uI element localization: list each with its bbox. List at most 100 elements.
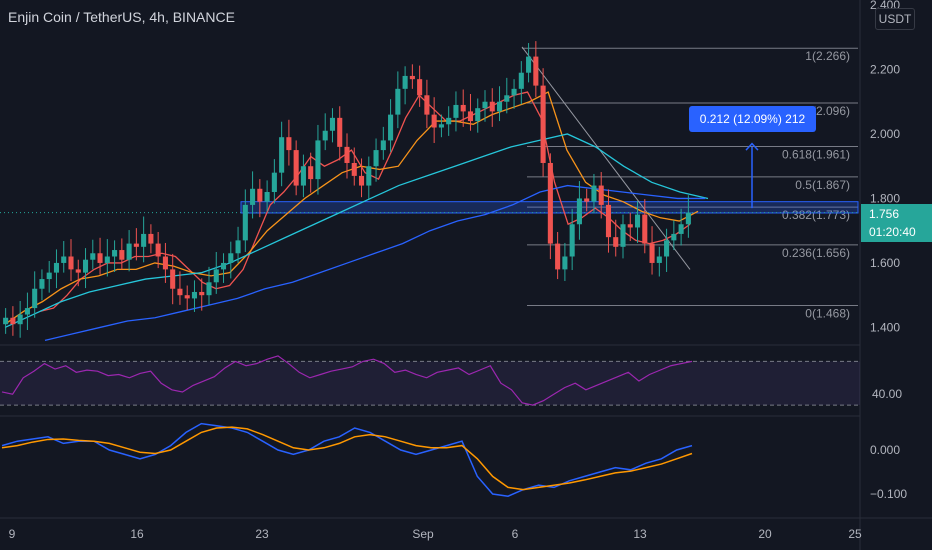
time-tick-label: 25 xyxy=(848,527,862,541)
price-tick-label: 1.600 xyxy=(870,256,900,270)
candlesticks xyxy=(3,41,691,338)
candle-body xyxy=(300,166,306,186)
candle-body xyxy=(279,137,285,173)
candle-body xyxy=(453,104,459,118)
moving-averages xyxy=(4,91,709,341)
price-axis-bg xyxy=(860,0,932,550)
candle-body xyxy=(250,188,256,205)
candle-body xyxy=(104,256,110,263)
rsi-pane xyxy=(0,355,860,406)
chart-title: Enjin Coin / TetherUS, 4h, BINANCE xyxy=(8,9,235,25)
candle-body xyxy=(119,250,125,260)
candle-body xyxy=(39,279,45,289)
candle-body xyxy=(482,101,488,109)
candle-body xyxy=(373,150,379,167)
candle-body xyxy=(133,243,139,247)
trend-line xyxy=(521,46,691,270)
fib-level-label: (2.096) xyxy=(812,104,850,118)
candle-body xyxy=(569,224,575,257)
time-tick-label: 20 xyxy=(758,527,772,541)
rsi-tick-label: 40.00 xyxy=(872,387,902,401)
candle-body xyxy=(685,212,691,225)
candle-body xyxy=(148,233,154,244)
candle-body xyxy=(475,108,481,122)
candle-body xyxy=(634,214,641,228)
macd-tick-label: −0.100 xyxy=(870,487,907,501)
candle-body xyxy=(576,198,582,225)
candle-body xyxy=(584,198,590,202)
candle-body xyxy=(68,256,74,270)
candle-body xyxy=(271,172,277,193)
candle-body xyxy=(467,111,474,122)
candle-body xyxy=(533,56,539,86)
candle-body xyxy=(315,140,321,180)
candle-body xyxy=(322,130,328,141)
candle-body xyxy=(126,243,132,260)
measure-arrow-head xyxy=(745,142,759,151)
candle-body xyxy=(170,269,176,289)
countdown-label: 01:20:40 xyxy=(861,222,932,242)
fib-level-label: 0.5(1.867) xyxy=(795,178,850,192)
price-tick-label: 1.800 xyxy=(870,191,900,205)
candle-body xyxy=(46,272,52,280)
candle-body xyxy=(664,240,670,257)
candle-body xyxy=(61,256,67,263)
candle-body xyxy=(206,282,212,296)
currency-button[interactable]: USDT xyxy=(875,8,915,30)
candle-body xyxy=(141,233,147,247)
candle-body xyxy=(293,150,299,186)
macd-pane xyxy=(1,422,693,497)
candle-body xyxy=(598,185,604,205)
candle-body xyxy=(286,137,292,151)
last-price-label: 1.756 xyxy=(861,204,932,224)
fib-level-label: 0(1.468) xyxy=(805,307,850,321)
candle-body xyxy=(656,256,662,263)
moving-average-line xyxy=(4,91,699,325)
candle-body xyxy=(424,95,430,115)
price-tick-label: 1.400 xyxy=(870,320,900,334)
candle-body xyxy=(82,259,89,273)
candle-body xyxy=(177,288,183,296)
candle-body xyxy=(431,114,437,128)
candle-body xyxy=(191,291,198,299)
time-tick-label: 23 xyxy=(255,527,269,541)
candle-body xyxy=(3,317,9,325)
candle-body xyxy=(162,256,168,270)
candle-body xyxy=(184,295,190,299)
candle-body xyxy=(649,243,655,263)
candle-body xyxy=(366,166,372,186)
candle-body xyxy=(395,88,401,115)
rsi-band xyxy=(0,361,860,406)
fib-level-label: 1(2.266) xyxy=(805,49,850,63)
fib-level-label: 0.236(1.656) xyxy=(782,246,850,260)
time-tick-label: 13 xyxy=(633,527,647,541)
candle-body xyxy=(526,56,532,73)
measure-label: 0.212 (12.09%) 212 xyxy=(689,106,816,132)
candle-body xyxy=(620,224,626,247)
time-tick-label: 9 xyxy=(9,527,16,541)
candle-body xyxy=(90,253,96,260)
candle-body xyxy=(53,262,60,273)
candle-body xyxy=(380,140,386,151)
candle-body xyxy=(97,253,103,263)
price-tick-label: 2.000 xyxy=(870,127,900,141)
candle-body xyxy=(112,250,118,257)
price-tick-label: 2.200 xyxy=(870,62,900,76)
candle-body xyxy=(329,117,336,131)
candle-body xyxy=(213,269,219,283)
candle-body xyxy=(642,214,648,244)
candle-body xyxy=(402,75,408,89)
candle-body xyxy=(24,308,30,315)
candle-body xyxy=(337,117,343,147)
candle-body xyxy=(264,192,270,202)
candle-body xyxy=(351,162,357,176)
candle-body xyxy=(235,240,241,254)
macd-line xyxy=(1,422,693,497)
candle-body xyxy=(489,101,495,112)
candle-body xyxy=(562,256,568,270)
candle-body xyxy=(446,117,452,125)
rsi-line xyxy=(1,355,693,406)
macd-tick-label: 0.000 xyxy=(870,443,900,457)
